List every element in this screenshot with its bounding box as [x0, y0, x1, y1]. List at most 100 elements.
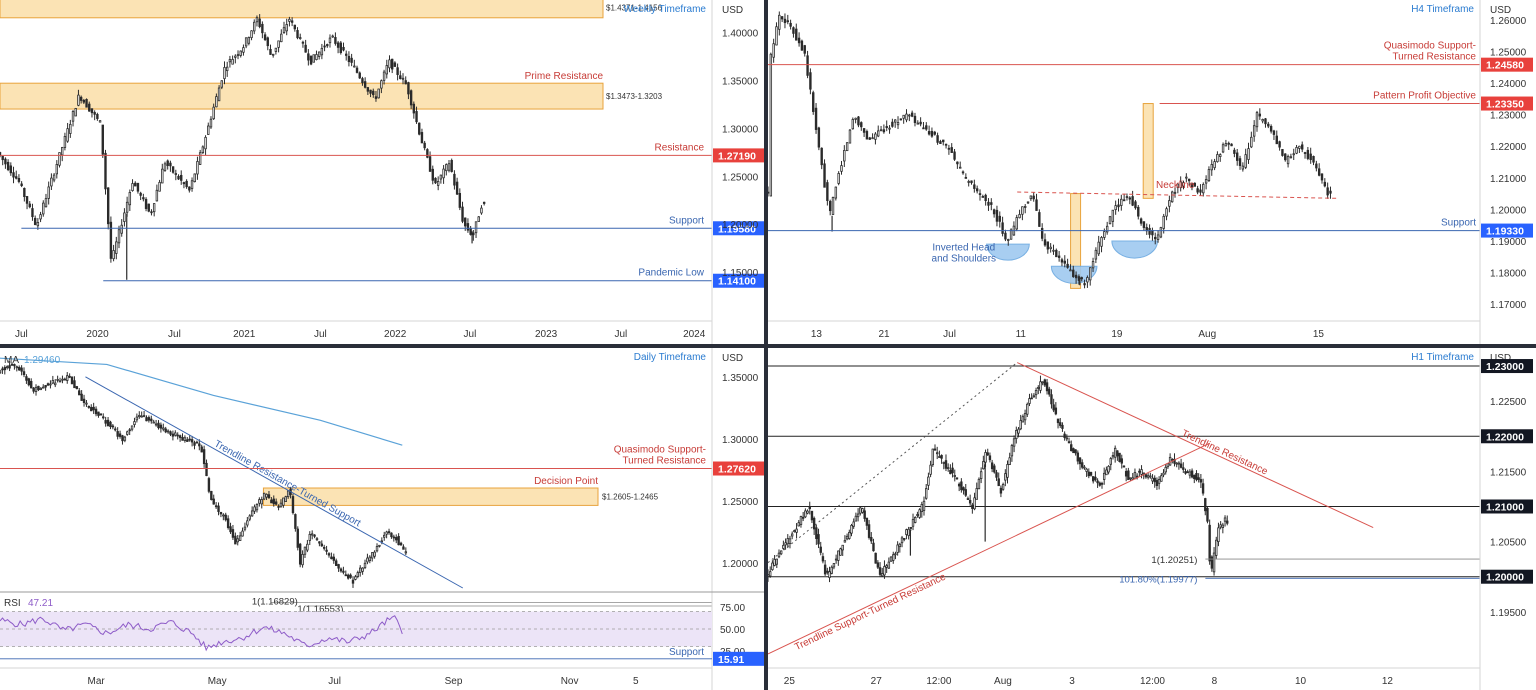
price-tag-label: 1.19330 — [1486, 226, 1524, 238]
candle-body — [871, 137, 874, 140]
candle-body — [263, 34, 267, 41]
candle-body — [1196, 188, 1199, 193]
candle-body — [786, 538, 789, 545]
rsi-label: RSI — [4, 598, 21, 609]
candle-body — [1303, 152, 1307, 154]
candle-body — [973, 184, 976, 189]
x-tick-label: 13 — [811, 329, 823, 340]
level-label: Support — [1441, 218, 1476, 229]
candle-body — [54, 382, 57, 386]
candle-body — [307, 53, 310, 61]
candle-body — [975, 188, 979, 192]
candle-body — [265, 493, 268, 498]
candle-body — [1057, 255, 1061, 258]
candle-body — [1122, 465, 1126, 468]
candle-body — [803, 45, 806, 54]
candle-body — [17, 177, 21, 182]
candle-body — [931, 448, 934, 466]
candle-body — [1037, 387, 1040, 389]
candle-body — [810, 510, 814, 521]
candle-body — [933, 131, 936, 135]
candle-body — [1134, 201, 1137, 209]
candle-body — [458, 192, 462, 208]
candle-body — [913, 115, 917, 123]
candle-body — [1063, 260, 1066, 264]
candle-body — [1153, 477, 1156, 483]
candle-body — [806, 55, 809, 76]
x-tick-label: Aug — [994, 676, 1012, 687]
candle-body — [1154, 236, 1157, 240]
candle-body — [177, 175, 180, 180]
candle-body — [395, 537, 398, 541]
candle-body — [6, 161, 10, 171]
y-tick-label: 1.21500 — [1490, 467, 1527, 478]
candle-body — [1135, 475, 1139, 478]
candle-body — [423, 142, 426, 149]
candle-body — [385, 531, 388, 535]
x-tick-label: 12:00 — [1140, 676, 1165, 687]
candle-body — [1286, 155, 1290, 165]
candle-body — [79, 96, 83, 101]
y-tick-label: 1.19500 — [1490, 608, 1527, 619]
candle-body — [1179, 181, 1182, 189]
candle-body — [303, 546, 307, 555]
candle-body — [918, 509, 921, 518]
candle-body — [387, 531, 391, 534]
candle-body — [207, 478, 211, 492]
candle-body — [188, 438, 191, 441]
candle-body — [1111, 455, 1115, 458]
candle-body — [1120, 198, 1123, 206]
candle-body — [123, 436, 127, 441]
candle-body — [812, 517, 816, 530]
candle-body — [780, 16, 784, 20]
candle-body — [347, 574, 350, 579]
trendline — [85, 376, 464, 589]
candle-body — [1230, 143, 1233, 147]
price-tag — [713, 148, 764, 163]
candle-body — [935, 452, 939, 455]
candle-body — [407, 82, 410, 95]
candle-body — [938, 456, 941, 458]
candle-body — [27, 378, 31, 386]
candle-body — [987, 201, 990, 206]
candle-body — [272, 498, 275, 505]
candle-body — [1048, 388, 1051, 395]
x-tick-label: 10 — [1295, 676, 1307, 687]
candle-body — [339, 42, 343, 53]
fib-label: 1(1.16829) — [252, 597, 298, 608]
candle-body — [961, 171, 965, 174]
candle-body — [101, 124, 104, 155]
candle-body — [90, 407, 93, 412]
x-tick-label: Jul — [943, 329, 956, 340]
candle-body — [183, 437, 187, 441]
candle-body — [1241, 165, 1245, 170]
candle-body — [331, 35, 334, 38]
candle-body — [925, 125, 928, 130]
candle-body — [385, 65, 388, 75]
candle-body — [845, 142, 849, 152]
candle-body — [260, 499, 263, 505]
candle-body — [445, 164, 448, 172]
candle-body — [326, 44, 329, 47]
candle-body — [962, 487, 965, 491]
candle-body — [204, 136, 207, 150]
candle-body — [940, 454, 943, 459]
candle-body — [1295, 147, 1298, 154]
candle-body — [75, 386, 79, 390]
candle-body — [55, 164, 59, 175]
candle-body — [981, 196, 985, 198]
candle-body — [266, 37, 269, 47]
candle-body — [1118, 452, 1121, 462]
candle-body — [848, 531, 851, 539]
candle-body — [30, 380, 33, 389]
candle-body — [898, 543, 902, 548]
candle-body — [58, 152, 61, 166]
candle-body — [1165, 208, 1168, 217]
candle-body — [383, 534, 386, 538]
candle-body — [112, 250, 115, 260]
candle-body — [1032, 195, 1035, 200]
candle-body — [1076, 452, 1080, 462]
candle-body — [188, 186, 191, 191]
candle-body — [1323, 181, 1327, 187]
